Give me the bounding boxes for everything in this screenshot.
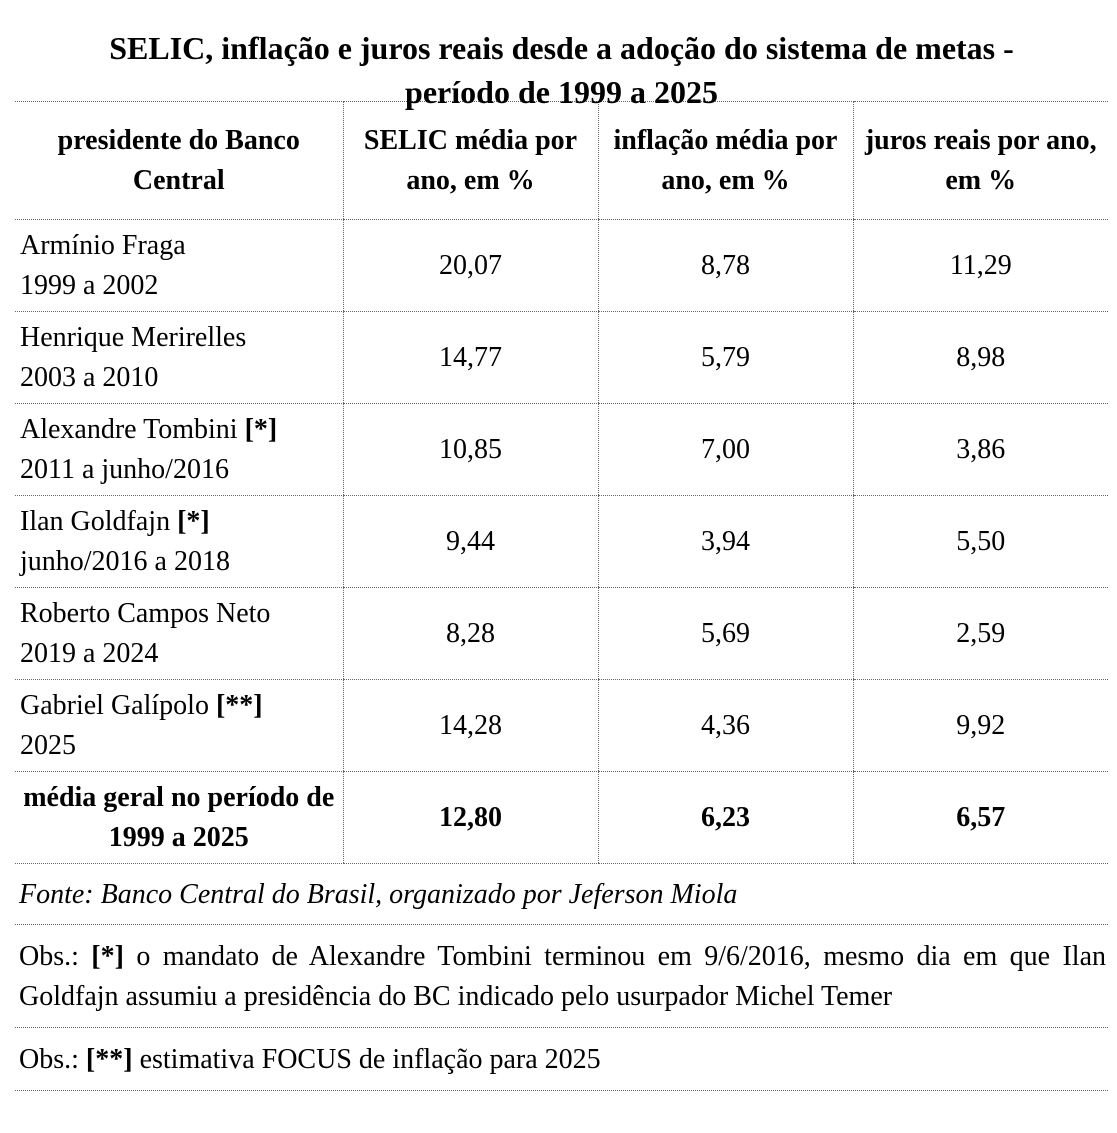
value-cell: 5,50 <box>852 495 1108 588</box>
note-prefix: Obs.: <box>19 941 79 972</box>
title-line: SELIC, inflação e juros reais desde a ad… <box>109 30 1014 66</box>
name-cell: Armínio Fraga 1999 a 2002 <box>15 219 343 312</box>
table-body: Armínio Fraga 1999 a 2002 20,07 8,78 11,29 He… <box>15 219 1108 864</box>
note-prefix: Obs.: <box>19 1044 79 1075</box>
total-value: 6,23 <box>597 771 853 864</box>
value-cell: 8,78 <box>597 219 853 312</box>
value-cell: 20,07 <box>342 219 598 312</box>
period: 2025 <box>20 729 76 761</box>
value-cell: 5,69 <box>597 587 853 680</box>
table-row: Alexandre Tombini [*] 2011 a junho/2016 10… <box>15 403 1108 496</box>
total-value: 12,80 <box>342 771 598 864</box>
value-cell: 2,59 <box>852 587 1108 680</box>
name-cell: Henrique Merirelles 2003 a 2010 <box>15 311 343 404</box>
notes: Obs.: [*] o mandato de Alexandre Tombini… <box>15 925 1108 1091</box>
value-cell: 4,36 <box>597 679 853 772</box>
page: SELIC, inflação e juros reais desde a ad… <box>15 0 1108 1091</box>
footnote-marker: [**] <box>215 689 263 721</box>
total-value: 6,57 <box>852 771 1108 864</box>
table-row: Ilan Goldfajn [*] junho/2016 a 2018 9,44 3,… <box>15 495 1108 588</box>
value-cell: 10,85 <box>342 403 598 496</box>
header-cell: inflação média por ano, em % <box>597 101 853 220</box>
total-label: média geral no período de 1999 a 2025 <box>15 771 343 864</box>
footnote-marker: [*] <box>177 505 210 537</box>
value-cell: 7,00 <box>597 403 853 496</box>
name-cell: Roberto Campos Neto 2019 a 2024 <box>15 587 343 680</box>
header-row: presidente do Banco Central SELIC média p… <box>15 101 1108 220</box>
value-cell: 8,98 <box>852 311 1108 404</box>
table-row: Armínio Fraga 1999 a 2002 20,07 8,78 11,29 <box>15 219 1108 312</box>
header-cell: presidente do Banco Central <box>15 101 343 220</box>
value-cell: 8,28 <box>342 587 598 680</box>
name-cell: Alexandre Tombini [*] 2011 a junho/2016 <box>15 403 343 496</box>
note-text: o mandato de Alexandre Tombini terminou … <box>19 941 1107 1012</box>
value-cell: 3,86 <box>852 403 1108 496</box>
value-cell: 9,92 <box>852 679 1108 772</box>
value-cell: 14,28 <box>342 679 598 772</box>
table-row: Gabriel Galípolo [**] 2025 14,28 4,36 9,92 <box>15 679 1108 772</box>
table-row: Henrique Merirelles 2003 a 2010 14,77 5,79 8… <box>15 311 1108 404</box>
title: SELIC, inflação e juros reais desde a ad… <box>15 0 1108 110</box>
period: 2019 a 2024 <box>20 637 159 669</box>
header-cell: SELIC média por ano, em % <box>342 101 598 220</box>
footnote-marker: [**] <box>85 1044 133 1075</box>
president-name: Ilan Goldfajn <box>20 505 171 537</box>
data-table: presidente do Banco Central SELIC média p… <box>15 101 1108 864</box>
title-line: período de 1999 a 2025 <box>405 74 718 110</box>
value-cell: 3,94 <box>597 495 853 588</box>
president-name: Gabriel Galípolo <box>20 689 209 721</box>
president-name: Henrique Merirelles <box>20 321 247 353</box>
table-row: Roberto Campos Neto 2019 a 2024 8,28 5,69 2,… <box>15 587 1108 680</box>
president-name: Armínio Fraga <box>20 229 186 261</box>
value-cell: 11,29 <box>852 219 1108 312</box>
name-cell: Ilan Goldfajn [*] junho/2016 a 2018 <box>15 495 343 588</box>
president-name: Roberto Campos Neto <box>20 597 271 629</box>
period: 2003 a 2010 <box>20 361 159 393</box>
period: junho/2016 a 2018 <box>20 545 230 577</box>
source: Fonte: Banco Central do Brasil, organiza… <box>15 864 1108 925</box>
note: Obs.: [**] estimativa FOCUS de inflação … <box>15 1028 1108 1091</box>
footnote-marker: [*] <box>244 413 278 445</box>
footnote-marker: [*] <box>91 941 124 972</box>
name-cell: Gabriel Galípolo [**] 2025 <box>15 679 343 772</box>
president-name: Alexandre Tombini <box>20 413 238 445</box>
period: 1999 a 2002 <box>20 269 159 301</box>
value-cell: 9,44 <box>342 495 598 588</box>
period: 2011 a junho/2016 <box>20 453 229 485</box>
value-cell: 14,77 <box>342 311 598 404</box>
header-cell: juros reais por ano, em % <box>852 101 1108 220</box>
total-row: média geral no período de 1999 a 2025 12,… <box>15 771 1108 864</box>
note: Obs.: [*] o mandato de Alexandre Tombini… <box>15 925 1108 1028</box>
note-text: estimativa FOCUS de inflação para 2025 <box>139 1044 601 1075</box>
value-cell: 5,79 <box>597 311 853 404</box>
